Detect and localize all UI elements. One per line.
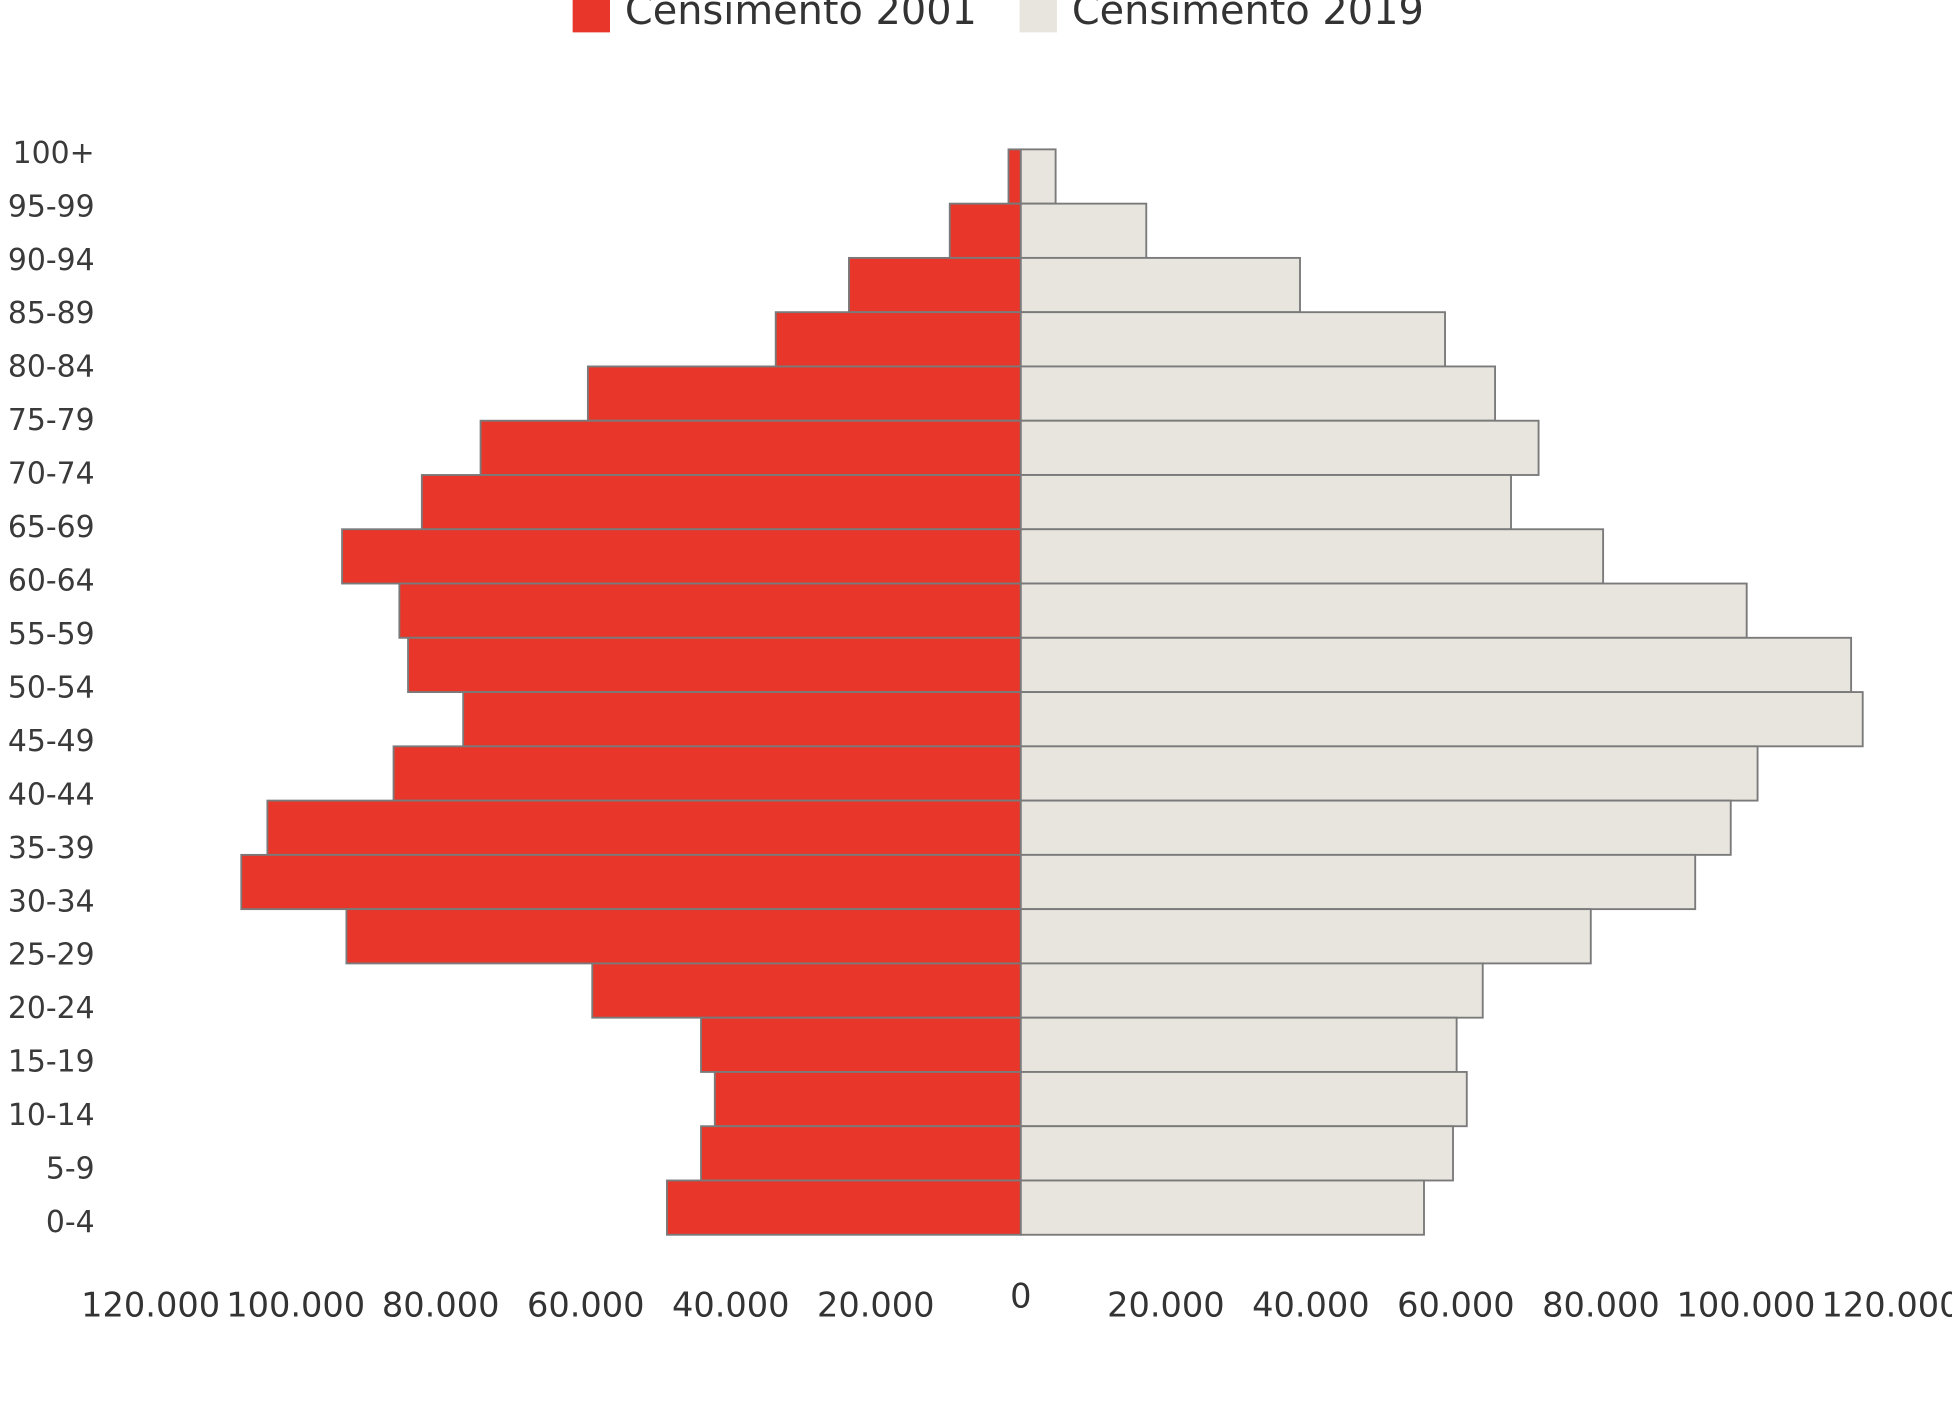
x-tick-label: 20.000: [817, 1285, 935, 1324]
bar: [591, 962, 1022, 1019]
bar: [240, 853, 1022, 911]
y-tick-label: 25-29: [8, 938, 95, 973]
bar: [1019, 799, 1732, 856]
bar: [1019, 474, 1512, 531]
bar: [848, 256, 1022, 314]
bar: [1019, 636, 1853, 693]
y-tick-label: 95-99: [8, 189, 95, 224]
y-tick-label: 40-44: [8, 777, 95, 812]
y-tick-label: 60-64: [8, 564, 95, 599]
bar: [1019, 691, 1864, 748]
legend-label: Censimento 2019: [1072, 0, 1424, 34]
y-tick-label: 5-9: [46, 1152, 95, 1187]
legend: Censimento 2001 Censimento 2019: [572, 0, 1424, 34]
x-tick-label: 120.000: [1822, 1285, 1952, 1324]
legend-swatch: [572, 0, 610, 33]
bar: [1019, 202, 1148, 259]
y-tick-label: 80-84: [8, 350, 95, 385]
bar: [398, 582, 1022, 639]
y-tick-label: 35-39: [8, 831, 95, 866]
bar: [1019, 1071, 1468, 1128]
bar: [1019, 148, 1057, 205]
bar: [407, 636, 1022, 693]
y-tick-label: 0-4: [46, 1205, 95, 1240]
bar: [345, 908, 1022, 965]
x-tick-label: 100.000: [1677, 1285, 1816, 1324]
x-tick-label: 60.000: [1397, 1285, 1515, 1324]
y-tick-label: 65-69: [8, 510, 95, 545]
x-tick-label: 120.000: [81, 1285, 220, 1324]
x-tick-label: 20.000: [1107, 1285, 1225, 1324]
bar: [1007, 148, 1022, 205]
bar: [266, 799, 1022, 856]
bar: [392, 745, 1022, 802]
bar: [1019, 256, 1301, 314]
legend-label: Censimento 2001: [625, 0, 977, 34]
y-tick-label: 100+: [13, 136, 95, 171]
y-tick-label: 45-49: [8, 724, 95, 759]
bar: [1019, 419, 1540, 476]
bar: [948, 202, 1022, 259]
bar: [1019, 962, 1484, 1019]
y-tick-label: 20-24: [8, 991, 95, 1026]
bar: [1019, 1179, 1425, 1236]
y-tick-label: 10-14: [8, 1098, 95, 1133]
bar: [462, 691, 1022, 748]
bar: [420, 474, 1022, 531]
y-tick-label: 90-94: [8, 243, 95, 278]
x-tick-label: 80.000: [382, 1285, 500, 1324]
bar: [713, 1071, 1022, 1128]
y-tick-label: 30-34: [8, 884, 95, 919]
bar: [341, 528, 1022, 585]
y-tick-label: 70-74: [8, 457, 95, 492]
legend-swatch: [1019, 0, 1057, 33]
bar: [1019, 582, 1748, 639]
bar: [1019, 365, 1497, 422]
x-tick-label: 0: [1010, 1277, 1031, 1316]
bar: [774, 311, 1022, 368]
bar: [1019, 528, 1605, 585]
bar: [1019, 908, 1592, 965]
bar: [700, 1016, 1022, 1073]
bar: [666, 1179, 1022, 1236]
y-tick-label: 50-54: [8, 670, 95, 705]
bar: [1019, 853, 1697, 911]
bar: [1019, 1125, 1454, 1182]
x-tick-label: 80.000: [1542, 1285, 1660, 1324]
bar: [1019, 1016, 1458, 1073]
y-tick-label: 15-19: [8, 1045, 95, 1080]
bar: [700, 1125, 1022, 1182]
y-tick-label: 55-59: [8, 617, 95, 652]
bars: [240, 148, 1864, 1236]
x-tick-label: 40.000: [672, 1285, 790, 1324]
bar: [1019, 745, 1759, 802]
labels: 120.000 100.000 80.000 60.000 40.000 20.000 0 2…: [8, 136, 1952, 1325]
bar: [1019, 311, 1446, 368]
x-tick-label: 40.000: [1252, 1285, 1370, 1324]
x-tick-label: 100.000: [226, 1285, 365, 1324]
y-tick-label: 75-79: [8, 403, 95, 438]
y-tick-label: 85-89: [8, 296, 95, 331]
x-tick-label: 60.000: [527, 1285, 645, 1324]
bar: [586, 365, 1022, 422]
bar: [479, 419, 1022, 476]
